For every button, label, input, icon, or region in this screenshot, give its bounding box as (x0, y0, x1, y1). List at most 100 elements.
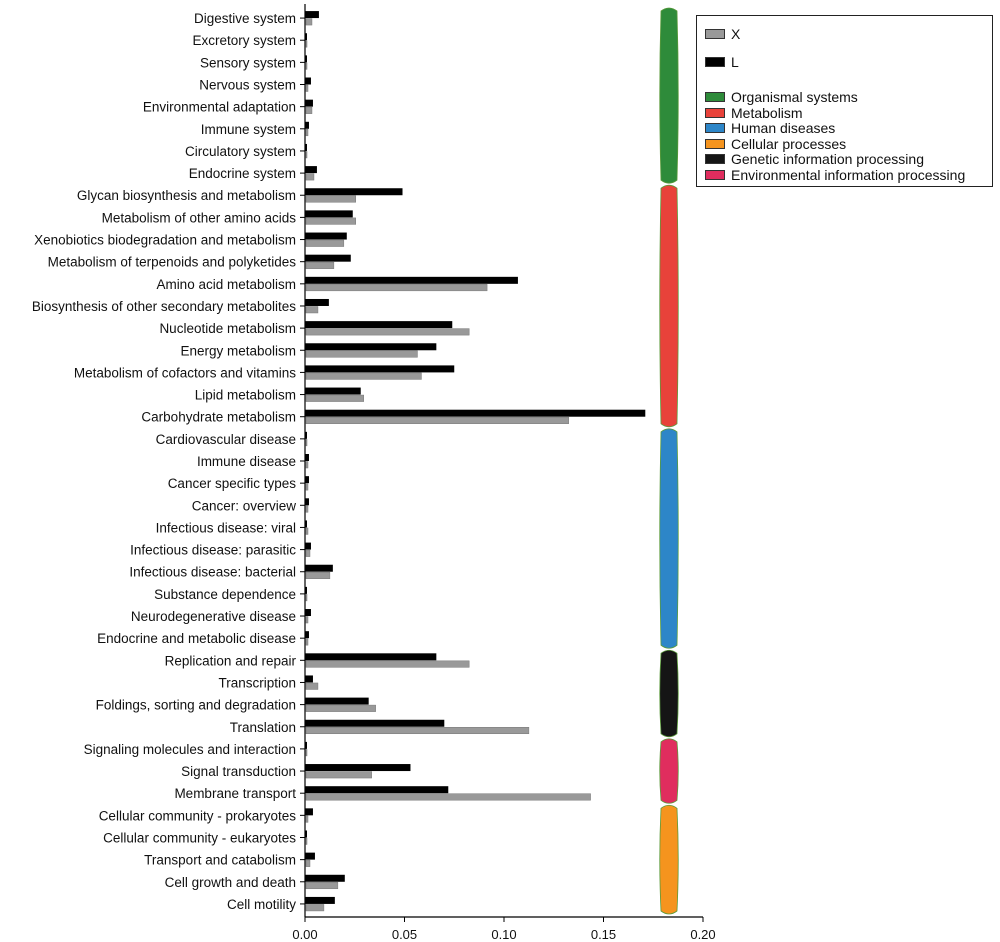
bar-x-energy-metabolism (305, 350, 418, 358)
category-label-signal-transduction: Signal transduction (181, 764, 296, 779)
bar-x-metabolism-of-terpenoids-and-polyketides (305, 261, 335, 269)
bar-x-cancer-overview (305, 505, 309, 513)
category-label-signaling-molecules-and-interaction: Signaling molecules and interaction (84, 742, 296, 757)
x-tick-label-0-05: 0.05 (392, 927, 417, 942)
category-label-digestive-system: Digestive system (194, 11, 296, 26)
category-label-cancer-overview: Cancer: overview (192, 498, 297, 513)
legend-label-x: X (731, 26, 741, 42)
category-label-circulatory-system: Circulatory system (185, 144, 296, 159)
bar-x-translation (305, 727, 530, 735)
category-label-transport-and-catabolism: Transport and catabolism (144, 853, 296, 868)
bar-x-biosynthesis-of-other-secondary-metabolites (305, 306, 319, 314)
bar-l-metabolism-of-terpenoids-and-polyketides (305, 254, 351, 262)
category-label-immune-disease: Immune disease (197, 454, 296, 469)
group-bar-cellular-processes (659, 804, 679, 915)
x-tick-label-0-00: 0.00 (292, 927, 317, 942)
category-group-bars (659, 7, 679, 915)
bar-x-endocrine-and-metabolic-disease (305, 638, 309, 646)
legend-swatch-l (705, 57, 725, 67)
bar-x-nervous-system (305, 84, 309, 92)
category-label-nervous-system: Nervous system (199, 78, 296, 93)
legend-item-l: L (705, 54, 739, 70)
legend-item-metabolism: Metabolism (705, 105, 803, 121)
bar-x-metabolism-of-cofactors-and-vitamins (305, 372, 422, 380)
x-tick-label-0-15: 0.15 (591, 927, 616, 942)
category-label-metabolism-of-terpenoids-and-polyketides: Metabolism of terpenoids and polyketides (48, 255, 297, 270)
bar-l-environmental-adaptation (305, 99, 313, 107)
bar-l-infectious-disease-bacterial (305, 564, 333, 572)
bar-l-carbohydrate-metabolism (305, 409, 646, 417)
legend-label-cellular-processes: Cellular processes (731, 136, 847, 152)
category-label-metabolism-of-cofactors-and-vitamins: Metabolism of cofactors and vitamins (74, 365, 296, 380)
bar-l-metabolism-of-other-amino-acids (305, 210, 353, 218)
bar-l-excretory-system (305, 33, 307, 41)
category-label-cell-growth-and-death: Cell growth and death (165, 875, 296, 890)
category-label-excretory-system: Excretory system (192, 33, 296, 48)
bar-l-substance-dependence (305, 586, 307, 594)
bar-x-carbohydrate-metabolism (305, 416, 569, 424)
bar-x-transcription (305, 682, 319, 690)
legend-item-organismal-systems: Organismal systems (705, 89, 858, 105)
category-label-lipid-metabolism: Lipid metabolism (195, 388, 296, 403)
bar-l-transport-and-catabolism (305, 852, 315, 860)
category-label-cardiovascular-disease: Cardiovascular disease (156, 432, 296, 447)
bar-l-immune-disease (305, 454, 309, 461)
bars-layer (305, 11, 646, 912)
legend-label-environmental-information-processing: Environmental information processing (731, 167, 966, 183)
category-label-carbohydrate-metabolism: Carbohydrate metabolism (141, 410, 296, 425)
category-label-cellular-community-eukaryotes: Cellular community - eukaryotes (103, 830, 296, 845)
bar-x-cell-motility (305, 904, 325, 912)
category-label-energy-metabolism: Energy metabolism (180, 343, 296, 358)
bar-x-signaling-molecules-and-interaction (305, 749, 308, 757)
legend-swatch-genetic-information-processing (705, 154, 725, 164)
category-label-endocrine-and-metabolic-disease: Endocrine and metabolic disease (97, 631, 296, 646)
bar-x-environmental-adaptation (305, 106, 313, 114)
bar-l-cell-growth-and-death (305, 874, 345, 882)
bar-l-foldings-sorting-and-degradation (305, 697, 369, 705)
legend-label-genetic-information-processing: Genetic information processing (731, 151, 924, 167)
legend-swatch-cellular-processes (705, 139, 725, 149)
bar-l-glycan-biosynthesis-and-metabolism (305, 188, 403, 196)
bar-x-xenobiotics-biodegradation-and-metabolism (305, 239, 345, 247)
bar-x-immune-disease (305, 461, 309, 469)
bar-x-transport-and-catabolism (305, 859, 311, 867)
bar-l-xenobiotics-biodegradation-and-metabolism (305, 232, 347, 240)
legend-label-metabolism: Metabolism (731, 105, 803, 121)
legend-item-cellular-processes: Cellular processes (705, 136, 846, 152)
bar-l-cell-motility (305, 896, 335, 904)
bar-l-energy-metabolism (305, 343, 437, 351)
bar-x-digestive-system (305, 18, 313, 26)
group-bar-environmental-information-processing (659, 738, 679, 804)
bar-x-cancer-specific-types (305, 483, 309, 491)
category-label-infectious-disease-bacterial: Infectious disease: bacterial (129, 565, 296, 580)
bar-l-neurodegenerative-disease (305, 609, 311, 617)
legend-item-human-diseases: Human diseases (705, 120, 835, 136)
bar-l-lipid-metabolism (305, 387, 361, 395)
legend-item-x: X (705, 26, 740, 42)
bar-x-membrane-transport (305, 793, 591, 801)
bar-x-cell-growth-and-death (305, 882, 339, 890)
bar-l-biosynthesis-of-other-secondary-metabolites (305, 298, 329, 306)
bar-l-digestive-system (305, 11, 319, 19)
legend-swatch-organismal-systems (705, 92, 725, 102)
category-label-xenobiotics-biodegradation-and-metabolism: Xenobiotics biodegradation and metabolis… (34, 233, 296, 248)
legend-swatch-environmental-information-processing (705, 170, 725, 180)
category-label-immune-system: Immune system (201, 122, 296, 137)
bar-x-metabolism-of-other-amino-acids (305, 217, 356, 225)
legend-swatch-human-diseases (705, 123, 725, 133)
group-bar-metabolism (659, 184, 679, 428)
category-label-replication-and-repair: Replication and repair (165, 653, 297, 668)
bar-x-foldings-sorting-and-degradation (305, 704, 376, 712)
category-label-nucleotide-metabolism: Nucleotide metabolism (159, 321, 296, 336)
category-label-endocrine-system: Endocrine system (189, 166, 296, 181)
legend-label-l: L (731, 54, 739, 70)
category-label-metabolism-of-other-amino-acids: Metabolism of other amino acids (102, 210, 297, 225)
bar-l-membrane-transport (305, 786, 449, 794)
category-label-environmental-adaptation: Environmental adaptation (143, 100, 296, 115)
bar-l-signal-transduction (305, 764, 411, 772)
legend-swatch-metabolism (705, 108, 725, 118)
bar-l-infectious-disease-parasitic (305, 542, 311, 550)
bar-l-cellular-community-prokaryotes (305, 808, 313, 816)
legend-item-environmental-information-processing: Environmental information processing (705, 167, 965, 183)
category-label-infectious-disease-viral: Infectious disease: viral (156, 520, 296, 535)
